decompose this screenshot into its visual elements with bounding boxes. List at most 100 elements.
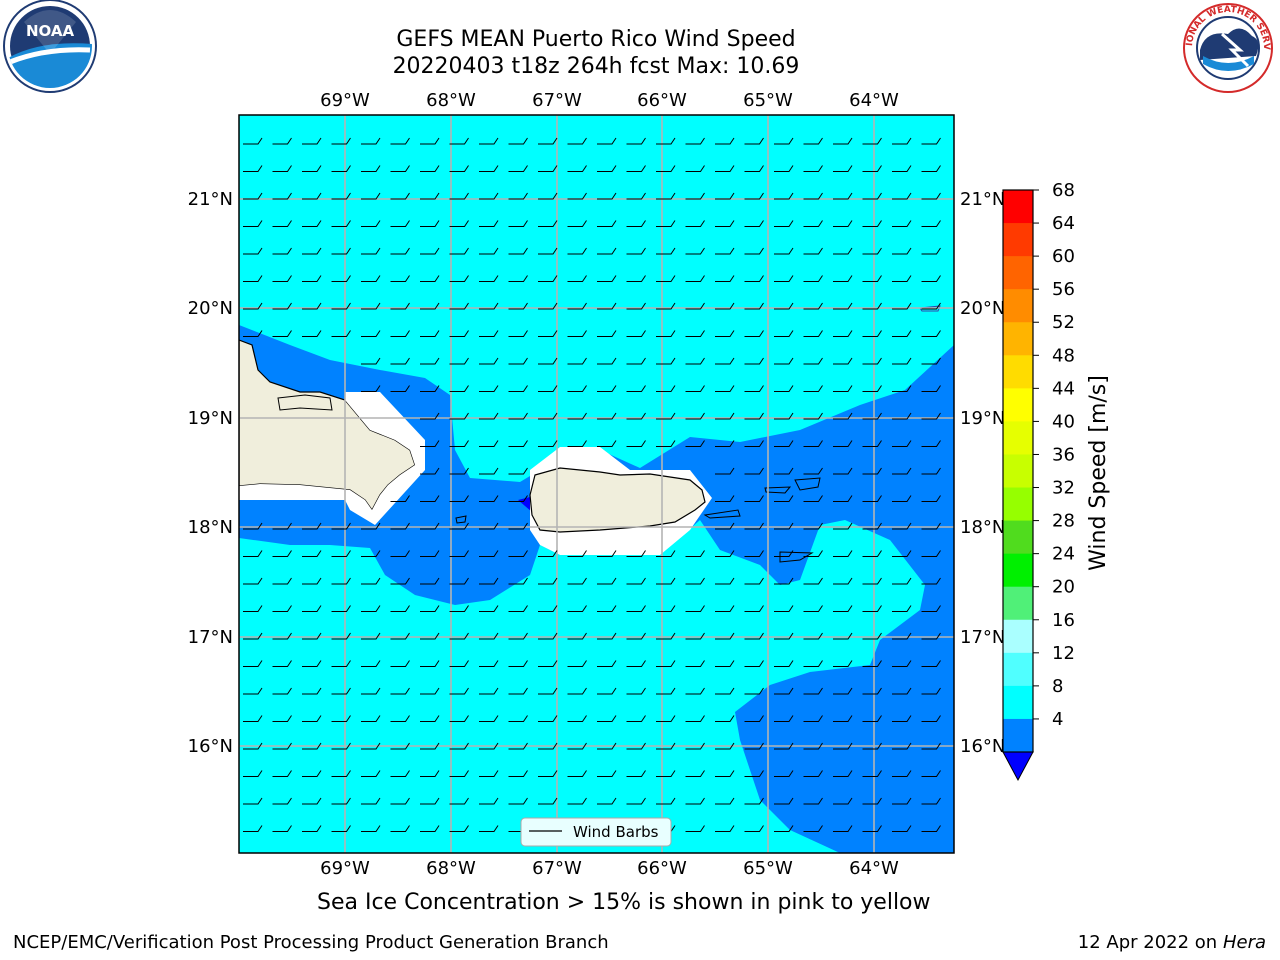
- wind-barb: [744, 440, 764, 447]
- chart-subtitle: 20220403 t18z 264h fcst Max: 10.69: [392, 54, 800, 79]
- wind-barb: [449, 247, 469, 255]
- wind-barb: [744, 770, 764, 777]
- lon-label: 64°W: [849, 858, 899, 879]
- wind-barb: [744, 467, 764, 475]
- wind-barb: [892, 605, 912, 612]
- lon-label: 66°W: [637, 90, 687, 111]
- wind-barb: [685, 825, 705, 832]
- wind-barb: [626, 550, 646, 557]
- wind-barb: [243, 330, 263, 337]
- wind-barb: [597, 412, 617, 420]
- wind-barb: [272, 660, 292, 667]
- wind-barb: [449, 495, 469, 502]
- wind-barb: [479, 412, 499, 420]
- wind-barb: [420, 742, 440, 750]
- wind-barb: [538, 192, 558, 200]
- wind-barb: [272, 577, 292, 585]
- lon-label: 64°W: [849, 90, 899, 111]
- wind-barb: [302, 137, 322, 145]
- wind-barb: [449, 687, 469, 695]
- wind-barb: [567, 605, 587, 612]
- wind-barb: [803, 330, 823, 337]
- lat-label: 16°N: [960, 736, 1005, 757]
- wind-barb: [420, 632, 440, 640]
- wind-barb: [390, 632, 410, 640]
- wind-barb: [774, 385, 794, 392]
- wind-barb: [715, 385, 735, 392]
- wind-barb: [715, 137, 735, 145]
- wind-barb: [892, 440, 912, 447]
- wind-barb: [626, 302, 646, 310]
- wind-barb: [715, 302, 735, 310]
- wind-barb: [892, 165, 912, 172]
- wind-barb: [803, 687, 823, 695]
- wind-barb: [508, 715, 528, 722]
- wind-barb: [803, 660, 823, 667]
- wind-barb: [774, 550, 794, 557]
- wind-barb: [272, 687, 292, 695]
- wind-barb: [449, 357, 469, 365]
- wind-barb: [685, 330, 705, 337]
- wind-barb: [862, 467, 882, 475]
- wind-barb: [626, 742, 646, 750]
- wind-barb: [331, 687, 351, 695]
- wind-barb: [715, 330, 735, 337]
- wind-barb: [833, 605, 853, 612]
- wind-barb: [626, 330, 646, 337]
- wind-barb: [626, 440, 646, 447]
- wind-barb: [774, 742, 794, 750]
- wind-barb: [567, 192, 587, 200]
- wind-barb: [833, 660, 853, 667]
- wind-barb: [656, 412, 676, 420]
- wind-barb: [302, 275, 322, 282]
- wind-barb: [302, 825, 322, 832]
- wind-barb: [538, 577, 558, 585]
- wind-barb: [656, 137, 676, 145]
- wind-barb: [862, 770, 882, 777]
- colorbar-segment: [1003, 520, 1033, 555]
- wind-barb: [774, 440, 794, 447]
- wind-barb: [243, 825, 263, 832]
- wind-barb: [744, 605, 764, 612]
- wind-barb: [685, 715, 705, 722]
- wind-barb: [626, 137, 646, 145]
- wind-barb: [538, 357, 558, 365]
- wind-barb: [538, 440, 558, 447]
- wind-barb: [479, 687, 499, 695]
- wind-barb: [449, 660, 469, 667]
- wind-barb: [833, 330, 853, 337]
- wind-barb: [715, 192, 735, 200]
- wind-barb: [302, 742, 322, 750]
- wind-barb: [921, 467, 941, 475]
- wind-barb: [567, 687, 587, 695]
- colorbar-tick-label: 56: [1052, 279, 1075, 300]
- wind-barb: [862, 522, 882, 530]
- wind-barb: [921, 742, 941, 750]
- wind-barb: [272, 770, 292, 777]
- wind-barb: [361, 797, 381, 805]
- wind-barb: [567, 385, 587, 392]
- wind-barb: [420, 247, 440, 255]
- colorbar-tick-label: 28: [1052, 511, 1075, 532]
- wind-barb: [833, 522, 853, 530]
- wind-barb: [420, 687, 440, 695]
- wind-barb: [656, 605, 676, 612]
- wind-barb: [420, 577, 440, 585]
- wind-barb: [921, 577, 941, 585]
- wind-barb: [892, 825, 912, 832]
- wind-barb: [390, 660, 410, 667]
- wind-barb: [449, 330, 469, 337]
- colorbar-segment: [1003, 718, 1033, 753]
- wind-barb: [567, 165, 587, 172]
- wind-barb: [390, 522, 410, 530]
- wind-barb: [420, 192, 440, 200]
- colorbar-under-arrow: [1002, 751, 1034, 782]
- wind-barb: [685, 275, 705, 282]
- wind-barb: [302, 660, 322, 667]
- wind-barb: [715, 467, 735, 475]
- wind-barb: [685, 605, 705, 612]
- wind-barb: [656, 275, 676, 282]
- wind-barb: [685, 247, 705, 255]
- wind-barb: [774, 302, 794, 310]
- wind-barb: [479, 302, 499, 310]
